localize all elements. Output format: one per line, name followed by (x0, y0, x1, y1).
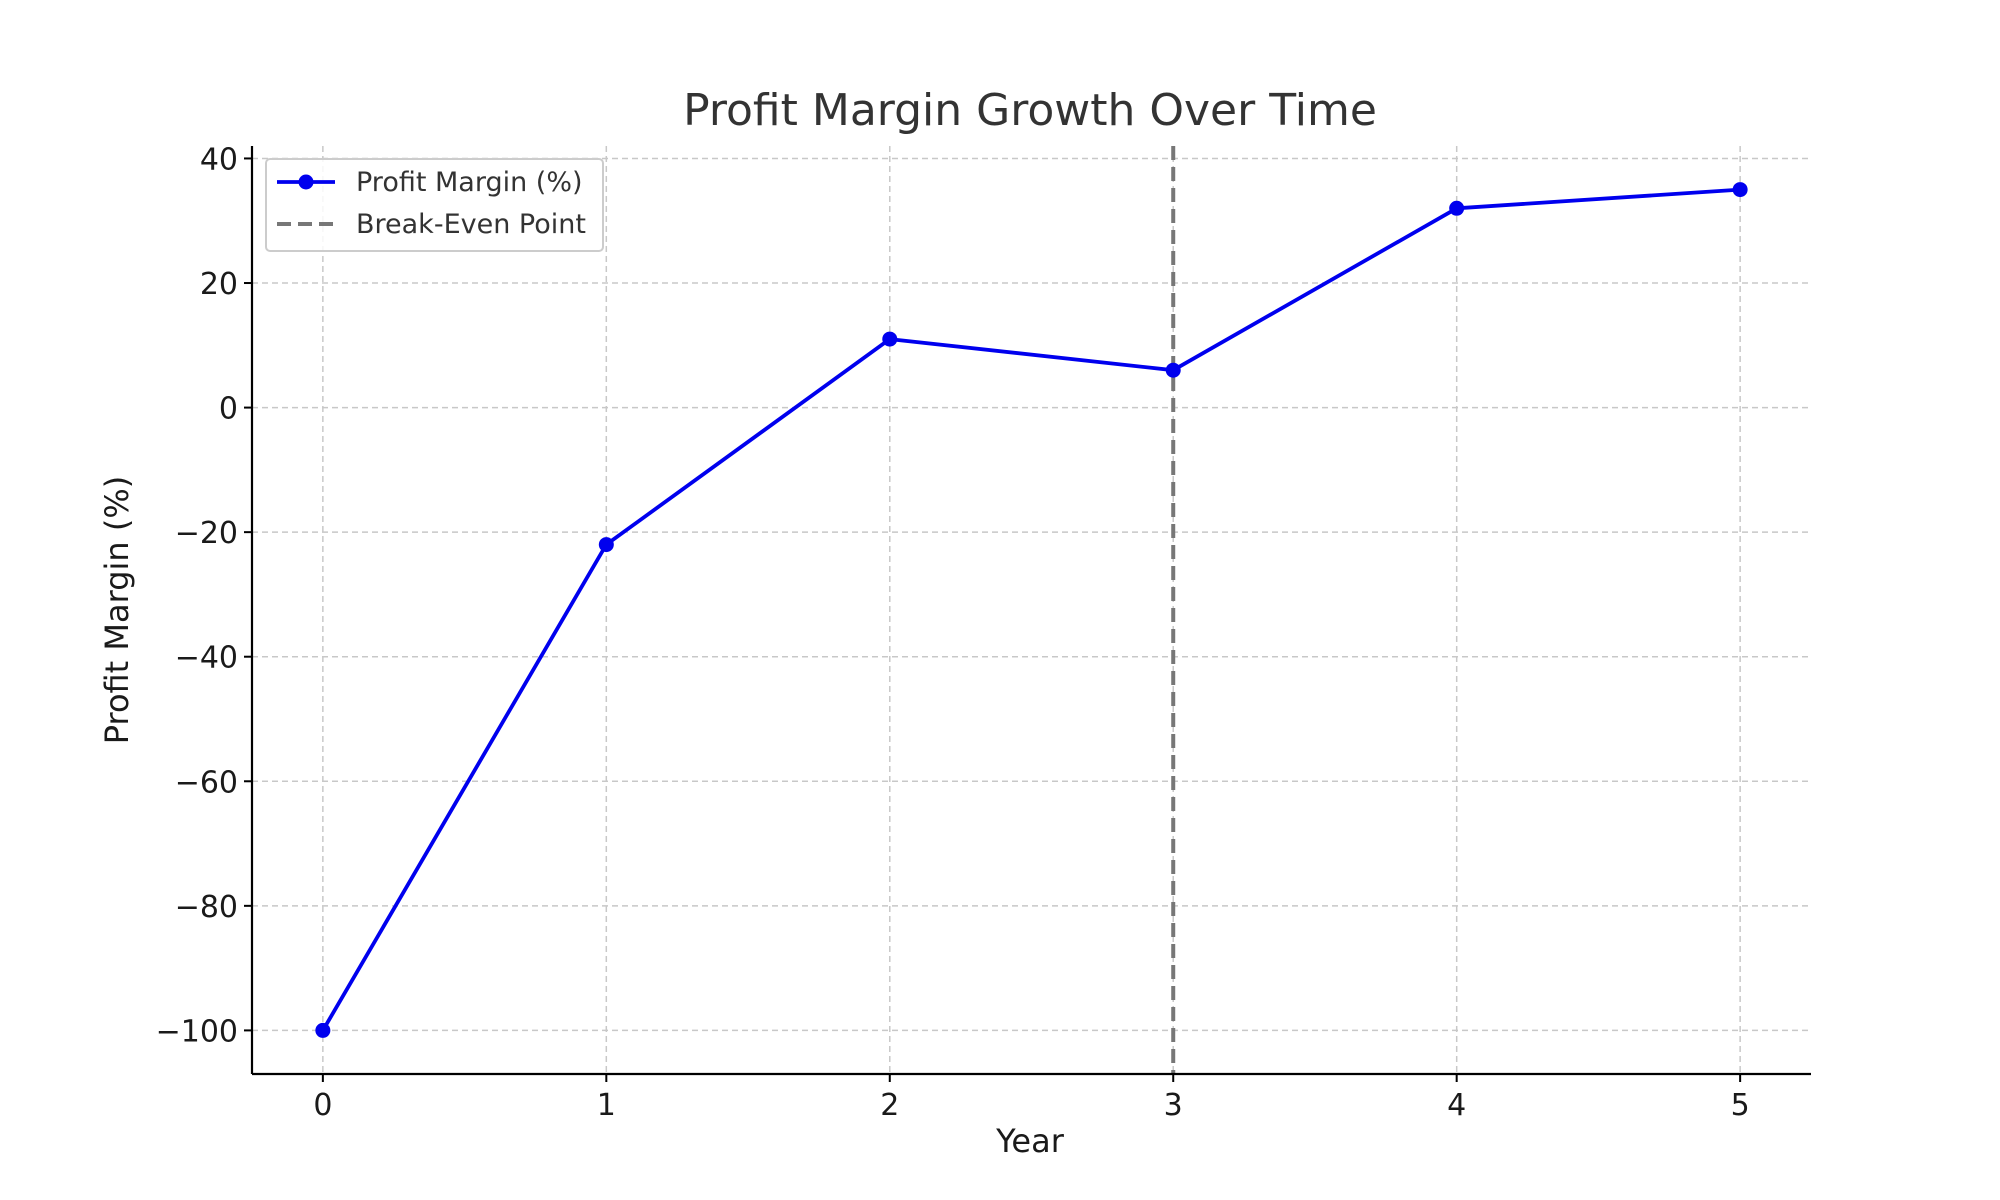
y-tick-label: −60 (175, 765, 238, 800)
legend-marker-sample (298, 174, 314, 190)
x-tick-labels: 0 1 2 3 4 5 (313, 1074, 1750, 1123)
data-point (1449, 200, 1465, 216)
y-tick-label: −80 (175, 890, 238, 925)
y-tick-label: −40 (175, 641, 238, 676)
y-tick-labels: 40 20 0 −20 −40 −60 −80 −100 (156, 142, 252, 1049)
x-tick-label: 1 (597, 1088, 616, 1123)
chart-title: Profit Margin Growth Over Time (683, 85, 1377, 136)
legend-box (265, 158, 604, 252)
x-tick-label: 5 (1731, 1088, 1750, 1123)
y-tick-label: −20 (175, 516, 238, 551)
y-tick-label: −100 (156, 1014, 238, 1049)
axes (250, 146, 1811, 1076)
series-line (321, 187, 1741, 1032)
x-tick-label: 3 (1164, 1088, 1183, 1123)
series (315, 182, 1748, 1038)
y-axis-title: Profit Margin (%) (98, 476, 136, 744)
data-point (1732, 182, 1748, 198)
grid (252, 146, 1811, 1074)
x-tick-label: 0 (313, 1088, 332, 1123)
y-tick-label: 20 (200, 267, 238, 302)
y-tick-label: 40 (200, 142, 238, 177)
x-tick-label: 4 (1447, 1088, 1466, 1123)
legend-label-profit-margin: Profit Margin (%) (356, 167, 583, 198)
legend: Profit Margin (%) Break-Even Point (265, 158, 604, 252)
x-axis-title: Year (995, 1122, 1065, 1160)
legend-label-break-even: Break-Even Point (356, 209, 586, 240)
data-point (1165, 362, 1181, 378)
data-point (598, 537, 614, 553)
data-point (315, 1022, 331, 1038)
data-point (882, 331, 898, 347)
x-tick-label: 2 (880, 1088, 899, 1123)
y-tick-label: 0 (219, 392, 238, 427)
